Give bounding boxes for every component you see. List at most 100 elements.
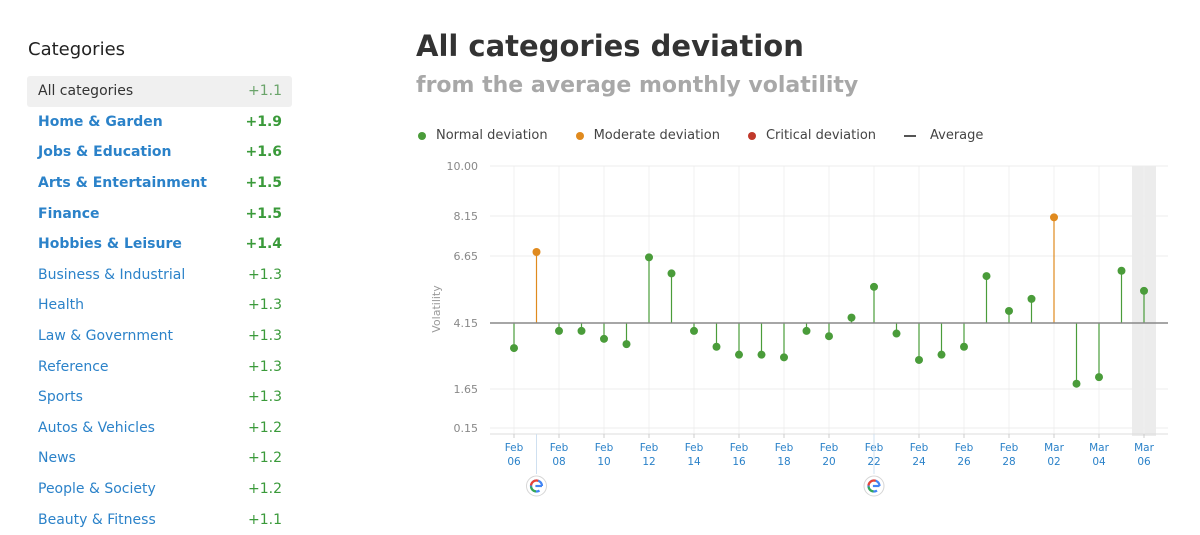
category-value: +1.2 <box>248 481 282 498</box>
category-value: +1.1 <box>248 83 282 100</box>
google-g-red <box>867 479 876 486</box>
category-value: +1.3 <box>248 297 282 314</box>
data-point[interactable] <box>622 340 631 349</box>
data-point[interactable] <box>735 350 743 359</box>
data-point[interactable] <box>1117 266 1126 275</box>
data-point[interactable] <box>1050 213 1058 222</box>
category-value: +1.3 <box>248 389 282 406</box>
category-name: Home & Garden <box>38 113 163 130</box>
category-name: Business & Industrial <box>38 266 186 283</box>
category-value: +1.6 <box>245 144 282 161</box>
legend-critical-label: Critical deviation <box>765 128 877 143</box>
x-tick-day: 16 <box>732 456 746 468</box>
x-tick-day: 08 <box>552 456 565 468</box>
data-point[interactable] <box>915 355 923 364</box>
x-tick-month: Feb <box>775 442 794 454</box>
google-g-green <box>529 486 537 493</box>
category-item[interactable]: Business & Industrial +1.3 <box>27 260 292 291</box>
data-point[interactable] <box>757 350 766 359</box>
category-name: Health <box>38 297 84 314</box>
data-point[interactable] <box>892 329 901 338</box>
data-point[interactable] <box>510 344 518 353</box>
data-point[interactable] <box>667 269 676 278</box>
data-point[interactable] <box>960 342 968 351</box>
category-item[interactable]: Autos & Vehicles +1.2 <box>27 413 292 444</box>
x-tick-day: 20 <box>822 456 835 468</box>
data-point[interactable] <box>555 326 563 335</box>
x-tick-month: Mar <box>1044 442 1064 454</box>
data-point[interactable] <box>1005 306 1013 315</box>
chart-legend: Normal deviation Moderate deviation Crit… <box>418 128 1011 143</box>
data-point[interactable] <box>712 342 721 351</box>
y-tick-label: 0.15 <box>454 422 479 435</box>
category-value: +1.3 <box>248 358 282 375</box>
category-value: +1.3 <box>248 328 282 345</box>
page-title: All categories deviation <box>416 29 804 63</box>
category-item[interactable]: Finance +1.5 <box>27 198 292 229</box>
data-point[interactable] <box>982 272 991 281</box>
x-tick-month: Feb <box>640 442 659 454</box>
data-point[interactable] <box>645 253 653 262</box>
x-tick-month: Feb <box>595 442 614 454</box>
data-point[interactable] <box>532 248 541 256</box>
category-value: +1.9 <box>245 113 282 130</box>
x-tick-day: 24 <box>912 456 926 468</box>
category-item[interactable]: Law & Government +1.3 <box>27 321 292 352</box>
category-name: Beauty & Fitness <box>38 511 156 528</box>
data-point[interactable] <box>1140 286 1148 295</box>
x-tick-day: 06 <box>507 456 521 468</box>
data-point[interactable] <box>1095 373 1103 382</box>
x-tick-month: Feb <box>685 442 704 454</box>
category-item[interactable]: Beauty & Fitness +1.1 <box>27 504 292 535</box>
legend-normal[interactable]: Normal deviation <box>418 128 548 143</box>
data-point[interactable] <box>1027 294 1036 303</box>
x-tick-day: 04 <box>1092 456 1106 468</box>
sidebar-title: Categories <box>28 39 126 60</box>
data-point[interactable] <box>825 332 833 341</box>
data-point[interactable] <box>1072 379 1081 388</box>
data-point[interactable] <box>937 350 946 359</box>
x-tick-day: 10 <box>597 456 610 468</box>
x-tick-day: 02 <box>1047 456 1060 468</box>
category-name: All categories <box>38 83 134 100</box>
x-tick-month: Feb <box>730 442 749 454</box>
data-point[interactable] <box>690 326 698 335</box>
category-item[interactable]: Home & Garden +1.9 <box>27 107 292 138</box>
moderate-dot-icon <box>575 131 584 140</box>
y-tick-label: 10.00 <box>447 160 479 173</box>
category-item[interactable]: Health +1.3 <box>27 290 292 321</box>
category-name: Reference <box>38 358 109 375</box>
x-tick-month: Feb <box>550 442 569 454</box>
category-item[interactable]: Hobbies & Leisure +1.4 <box>27 229 292 260</box>
x-tick-day: 06 <box>1137 456 1151 468</box>
category-item[interactable]: News +1.2 <box>27 443 292 474</box>
y-tick-label: 4.15 <box>454 317 479 330</box>
category-item[interactable]: Reference +1.3 <box>27 351 292 382</box>
category-value: +1.4 <box>245 236 282 253</box>
data-point[interactable] <box>780 353 788 362</box>
legend-critical[interactable]: Critical deviation <box>747 128 877 143</box>
legend-moderate[interactable]: Moderate deviation <box>575 128 720 143</box>
category-item[interactable]: People & Society +1.2 <box>27 474 292 505</box>
categories-sidebar: Categories All categories +1.1 Home & Gard… <box>27 30 292 535</box>
category-value: +1.2 <box>248 450 282 467</box>
category-item[interactable]: Sports +1.3 <box>27 382 292 413</box>
x-tick-month: Feb <box>820 442 839 454</box>
legend-average[interactable]: Average <box>904 128 983 143</box>
data-point[interactable] <box>600 334 608 343</box>
normal-dot-icon <box>418 131 426 140</box>
data-point[interactable] <box>847 313 856 322</box>
data-point[interactable] <box>577 326 586 335</box>
x-tick-day: 28 <box>1002 456 1015 468</box>
category-item[interactable]: Arts & Entertainment +1.5 <box>27 168 292 199</box>
data-point[interactable] <box>802 326 811 335</box>
x-tick-month: Feb <box>1000 442 1019 454</box>
category-name: Hobbies & Leisure <box>38 236 182 253</box>
data-point[interactable] <box>870 282 878 291</box>
category-name: Law & Government <box>38 328 173 345</box>
category-item[interactable]: All categories +1.1 <box>27 76 292 107</box>
category-name: Arts & Entertainment <box>38 175 207 192</box>
x-tick-day: 26 <box>957 456 971 468</box>
category-value: +1.2 <box>248 419 282 436</box>
category-item[interactable]: Jobs & Education +1.6 <box>27 137 292 168</box>
